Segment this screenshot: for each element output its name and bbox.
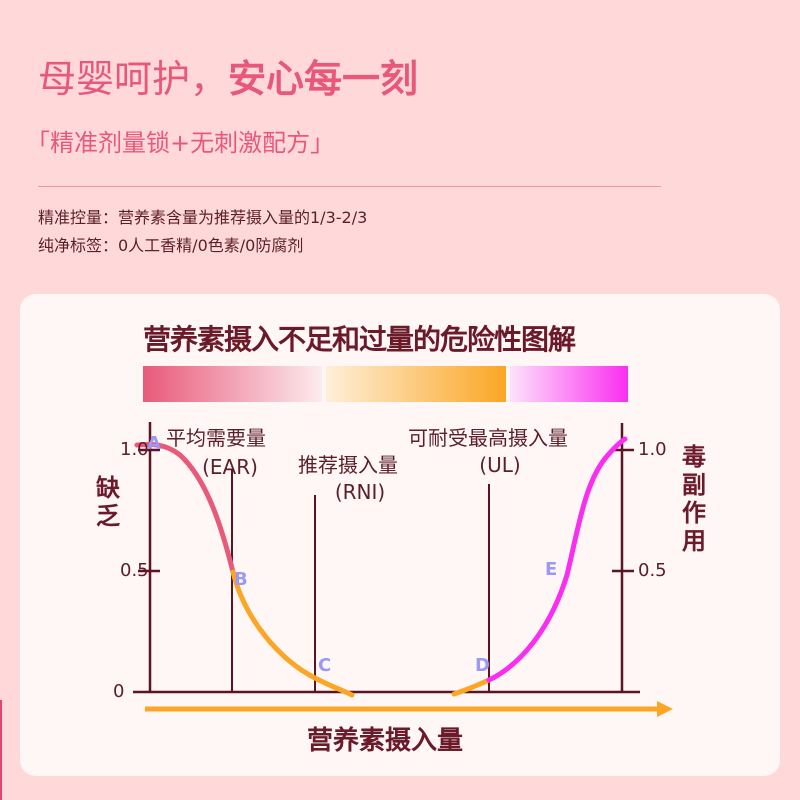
divider (38, 186, 661, 187)
point-e: E (545, 559, 558, 580)
point-c: C (318, 655, 332, 676)
ear-abbr: (EAR) (202, 455, 258, 479)
chart-title: 营养素摄入不足和过量的危险性图解 (143, 323, 576, 356)
rni-abbr: (RNI) (334, 480, 386, 504)
ear-label: 平均需要量 (166, 426, 266, 450)
safe-curve-right (451, 677, 492, 697)
left-edge-stripe (0, 700, 2, 800)
tick-left-05: 0.5 (120, 560, 149, 581)
rni-label: 推荐摄入量 (298, 453, 398, 477)
headline-bold: 安心每一刻 (228, 57, 419, 101)
feature-precise-dose: 精准控量：营养素含量为推荐摄入量的1/3-2/3 (38, 208, 368, 227)
feature-clean-label: 纯净标签：0人工香精/0色素/0防腐剂 (38, 236, 304, 255)
legend-gradient-deficiency (143, 366, 322, 402)
ylabel-left: 缺乏 (96, 474, 120, 530)
subtitle: 「精准剂量锁+无刺激配方」 (26, 129, 335, 157)
tick-left-1: 1.0 (120, 439, 149, 460)
tick-right-1: 1.0 (638, 439, 667, 460)
tick-right-05: 0.5 (638, 560, 667, 581)
headline: 母婴呵护，安心每一刻 (38, 56, 418, 102)
point-d: D (475, 655, 490, 676)
ylabel-right: 毒副作用 (682, 443, 706, 555)
ul-label: 可耐受最高摄入量 (408, 426, 568, 450)
legend-gradient-safe (326, 366, 506, 402)
safe-curve-left (230, 569, 355, 698)
tick-left-0: 0 (113, 681, 125, 702)
headline-light: 母婴呵护， (38, 57, 229, 101)
point-a: A (147, 433, 161, 454)
xlabel: 营养素摄入量 (306, 726, 463, 756)
legend-gradient-toxicity (510, 366, 628, 402)
deficiency-curve (134, 441, 236, 575)
toxicity-curve (486, 436, 628, 683)
point-b: B (234, 569, 248, 590)
ul-abbr: (UL) (479, 453, 521, 477)
